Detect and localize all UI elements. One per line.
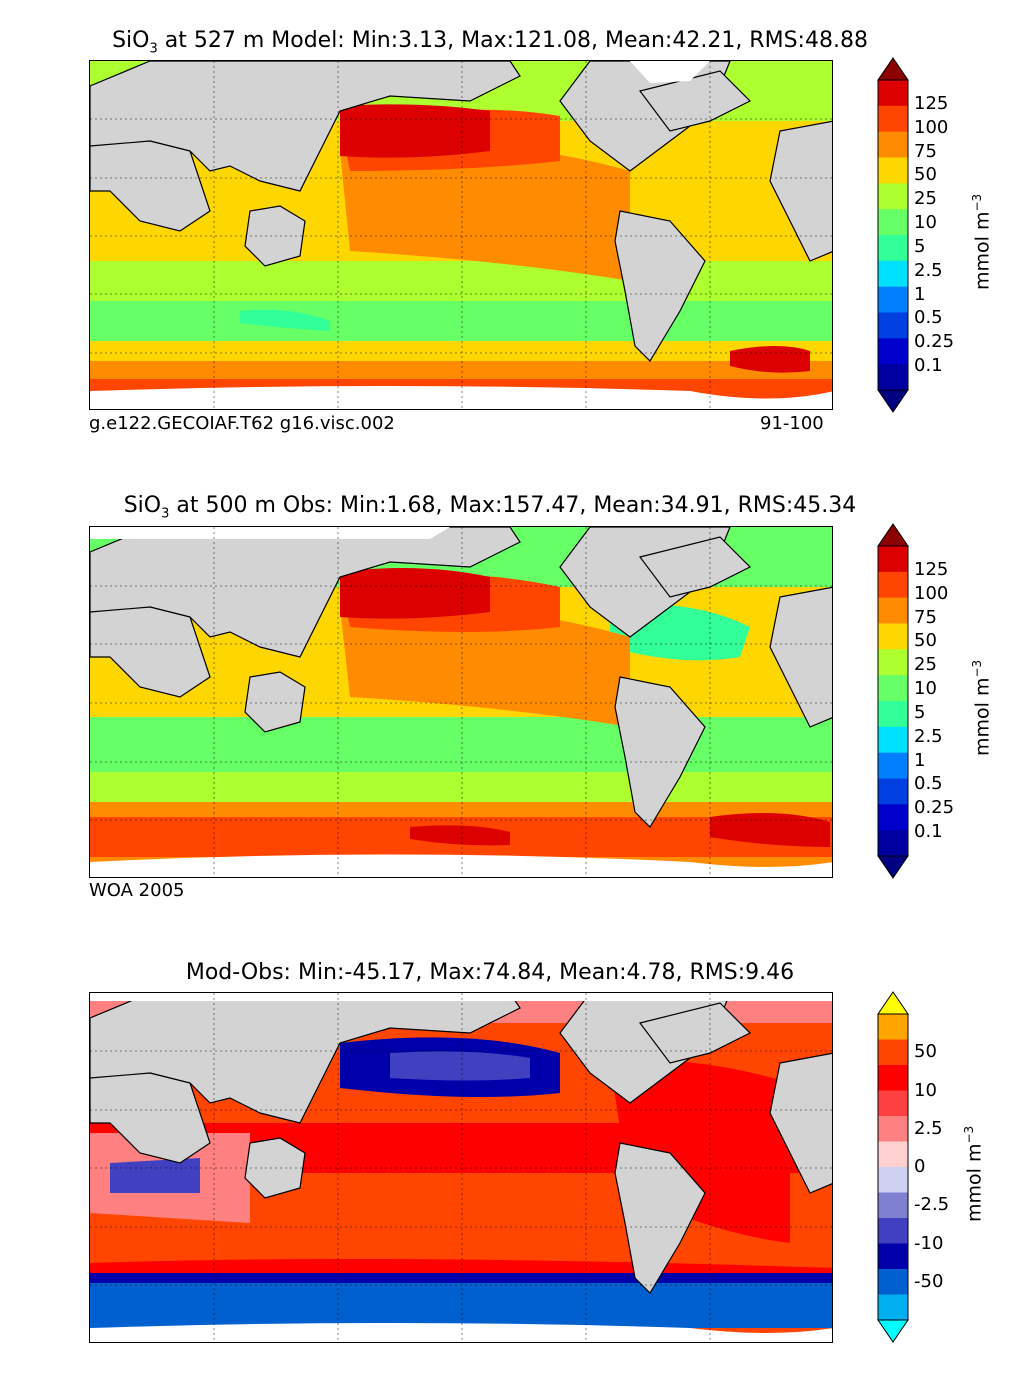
colorbar-segment: [878, 286, 908, 313]
colorbar-segment: [878, 131, 908, 158]
colorbar-tick-label: 0.1: [914, 355, 943, 377]
colorbar-tick-label: 0.5: [914, 773, 943, 795]
map-plot: [89, 60, 833, 410]
colorbar-segment: [878, 675, 908, 702]
colorbar-segment: [878, 701, 908, 728]
colorbar-tick-label: 0.25: [914, 331, 955, 353]
colorbar-segment: [878, 1218, 908, 1244]
colorbar-tick-label: 10: [914, 1079, 937, 1101]
colorbar-extend-bottom: [877, 1319, 909, 1343]
colorbar-tick-label: 50: [914, 630, 937, 652]
colorbar-extend-bottom: [877, 855, 909, 879]
colorbar-tick-label: 25: [914, 188, 937, 210]
colorbar-segment: [878, 571, 908, 599]
colorbar-tick-label: 1: [914, 283, 926, 305]
colorbar-segment: [878, 209, 908, 236]
colorbar-segment: [878, 260, 908, 288]
map-plot: [89, 992, 833, 1343]
colorbar-tick-label: 2.5: [914, 725, 943, 747]
colorbar-segment: [878, 546, 908, 573]
colorbar-segment: [878, 80, 908, 107]
colorbar-segment: [878, 105, 908, 133]
colorbar-tick-label: 0.25: [914, 797, 955, 819]
colorbar: [877, 523, 909, 879]
colorbar-tick-label: 25: [914, 654, 937, 676]
caption-right: 91-100: [760, 413, 824, 434]
map-canvas: [90, 993, 832, 1342]
colorbar-tick-label: 0.5: [914, 307, 943, 329]
colorbar-tick-label: 1: [914, 749, 926, 771]
colorbar-unit: mmol m−3: [970, 193, 994, 290]
colorbar-segment: [878, 597, 908, 624]
colorbar-tick-label: 2.5: [914, 1117, 943, 1139]
map-canvas: [90, 61, 832, 409]
colorbar-svg: [877, 991, 909, 1343]
colorbar: [877, 57, 909, 413]
panel-title: SiO3 at 527 m Model: Min:3.13, Max:121.0…: [112, 28, 868, 57]
colorbar-segment: [878, 235, 908, 262]
colorbar-segment: [878, 1294, 908, 1321]
colorbar-segment: [878, 804, 908, 831]
colorbar-tick-label: 10: [914, 212, 937, 234]
colorbar-tick-label: -50: [914, 1270, 944, 1292]
colorbar-tick-label: -10: [914, 1232, 944, 1254]
colorbar-segment: [878, 623, 908, 650]
colorbar: [877, 991, 909, 1343]
colorbar-segment: [878, 157, 908, 184]
colorbar-svg: [877, 523, 909, 879]
colorbar-extend-bottom: [877, 389, 909, 413]
colorbar-unit: mmol m−3: [962, 1125, 986, 1222]
colorbar-segment: [878, 1167, 908, 1193]
colorbar-segment: [878, 364, 908, 391]
colorbar-segment: [878, 726, 908, 754]
colorbar-segment: [878, 1039, 908, 1066]
colorbar-extend-top: [877, 57, 909, 81]
colorbar-tick-label: 10: [914, 678, 937, 700]
colorbar-tick-label: 5: [914, 701, 926, 723]
colorbar-segment: [878, 1192, 908, 1219]
colorbar-segment: [878, 830, 908, 857]
colorbar-tick-label: 50: [914, 164, 937, 186]
colorbar-segment: [878, 312, 908, 339]
colorbar-segment: [878, 649, 908, 676]
colorbar-unit: mmol m−3: [970, 659, 994, 756]
colorbar-tick-label: 50: [914, 1041, 937, 1063]
panel-title: SiO3 at 500 m Obs: Min:1.68, Max:157.47,…: [123, 493, 857, 522]
colorbar-tick-label: -2.5: [914, 1194, 950, 1216]
colorbar-tick-label: 75: [914, 606, 937, 628]
colorbar-tick-label: 100: [914, 116, 949, 138]
panel-title: Mod-Obs: Min:-45.17, Max:74.84, Mean:4.7…: [185, 960, 795, 985]
map-plot: [89, 526, 833, 878]
colorbar-tick-label: 2.5: [914, 259, 943, 281]
colorbar-tick-label: 100: [914, 582, 949, 604]
colorbar-segment: [878, 1014, 908, 1040]
colorbar-extend-top: [877, 523, 909, 547]
colorbar-segment: [878, 183, 908, 210]
caption-left: WOA 2005: [89, 880, 185, 901]
colorbar-segment: [878, 1090, 908, 1117]
colorbar-segment: [878, 752, 908, 779]
colorbar-segment: [878, 778, 908, 805]
colorbar-segment: [878, 1141, 908, 1168]
map-canvas: [90, 527, 832, 877]
colorbar-segment: [878, 1269, 908, 1295]
colorbar-tick-label: 0: [914, 1156, 926, 1177]
colorbar-tick-label: 0.1: [914, 821, 943, 843]
colorbar-tick-label: 125: [914, 558, 949, 580]
colorbar-tick-label: 125: [914, 92, 949, 114]
colorbar-extend-top: [877, 991, 909, 1015]
colorbar-segment: [878, 338, 908, 365]
colorbar-tick-label: 5: [914, 235, 926, 257]
colorbar-segment: [878, 1243, 908, 1270]
colorbar-segment: [878, 1065, 908, 1091]
colorbar-segment: [878, 1116, 908, 1142]
caption-left: g.e122.GECOIAF.T62 g16.visc.002: [89, 413, 395, 434]
colorbar-svg: [877, 57, 909, 413]
colorbar-tick-label: 75: [914, 140, 937, 162]
